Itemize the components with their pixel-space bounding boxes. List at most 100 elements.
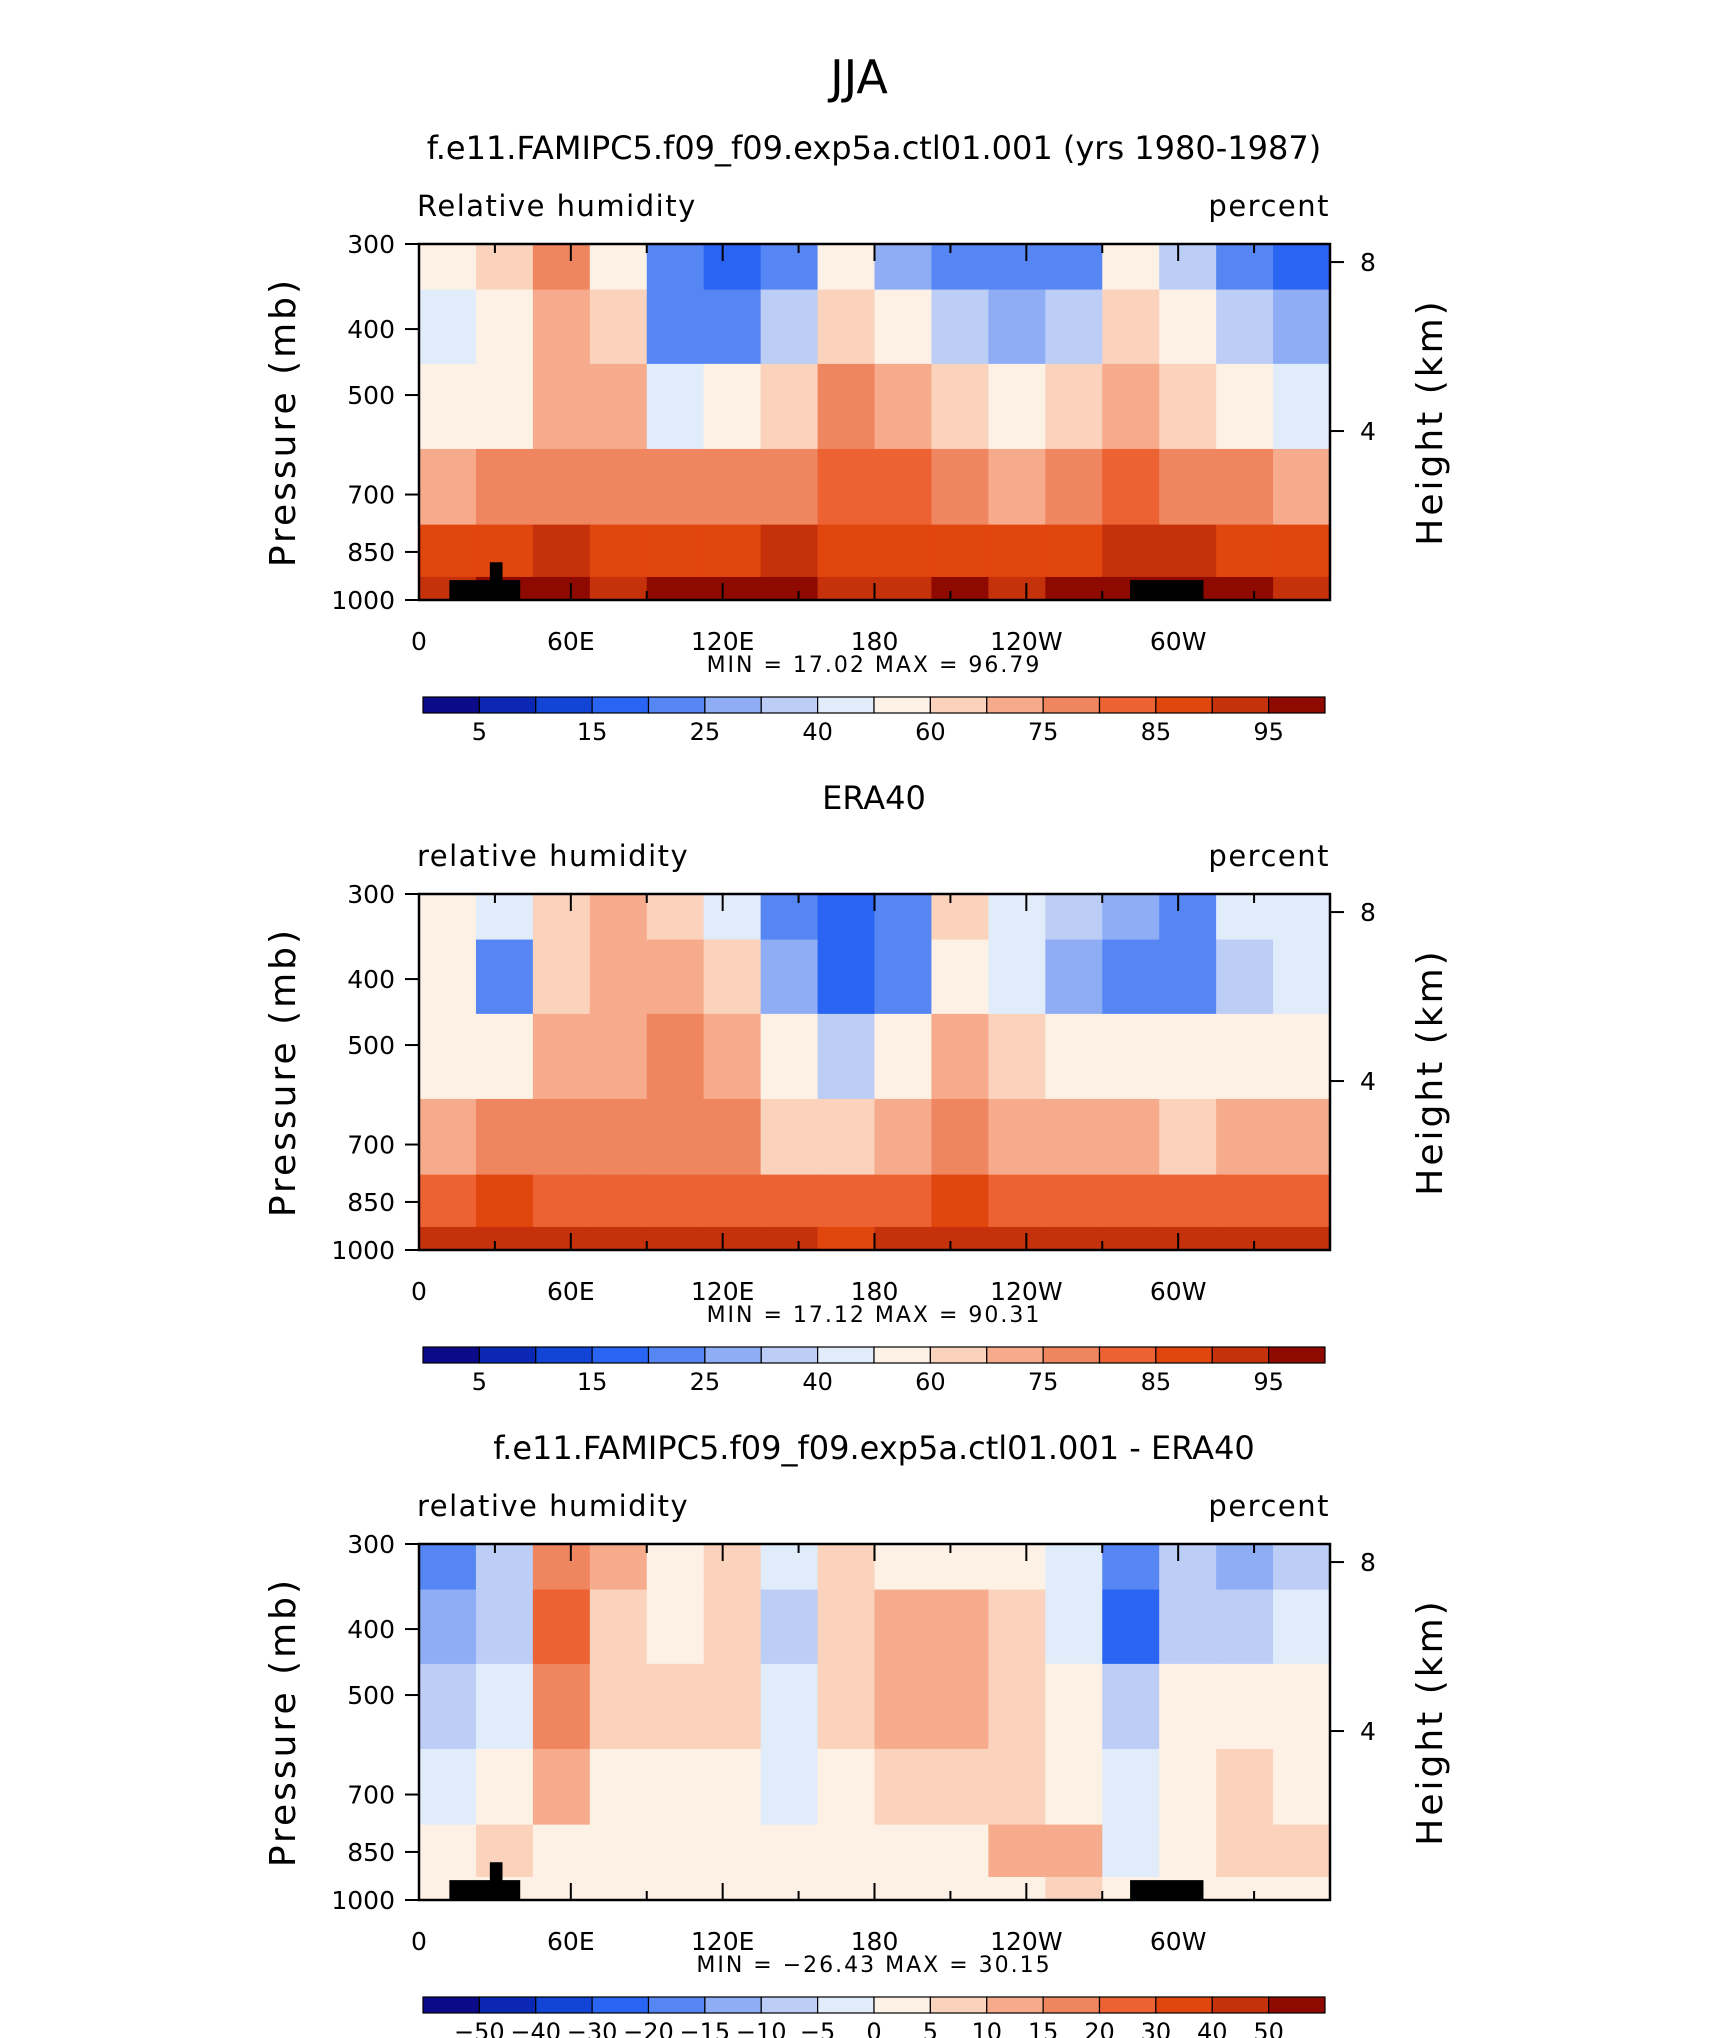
- colorbar-swatch: [817, 696, 875, 714]
- colorbar-swatch: [1042, 696, 1101, 714]
- heatmap-cell: [646, 1748, 705, 1826]
- heatmap-cell: [874, 1226, 933, 1251]
- heatmap-cell: [1045, 894, 1103, 941]
- heatmap-cell: [760, 1013, 819, 1100]
- heatmap-cell: [703, 1544, 762, 1591]
- heatmap-cell: [1216, 1589, 1274, 1665]
- x-tick-label: 0: [411, 627, 427, 656]
- heatmap-cell: [1216, 576, 1274, 601]
- heatmap-cell: [1045, 576, 1103, 601]
- colorbar-label: 25: [690, 1368, 721, 1396]
- y-tick-label: 1000: [331, 1236, 395, 1265]
- heatmap-cell: [1102, 448, 1160, 526]
- colorbar-label: 25: [690, 718, 721, 746]
- colorbar-swatch: [986, 696, 1044, 714]
- colorbar-swatch: [1268, 696, 1326, 714]
- heatmap-cell: [1159, 1013, 1217, 1100]
- colorbar-swatch: [478, 696, 537, 714]
- heatmap-cell: [988, 1013, 1046, 1100]
- heatmap-cell: [1045, 1544, 1103, 1591]
- heatmap-cell: [874, 1663, 933, 1750]
- colorbar-swatch: [535, 1996, 593, 2014]
- heatmap-cell: [646, 894, 705, 941]
- colorbar-swatch: [760, 1996, 819, 2014]
- colorbar-label: −20: [623, 2018, 674, 2038]
- x-tick-label: 60E: [547, 627, 595, 656]
- heatmap-cell: [1216, 244, 1274, 291]
- topography-mask: [1130, 1880, 1204, 1900]
- heatmap-cell: [760, 1824, 819, 1878]
- heatmap-cell: [1273, 1226, 1331, 1251]
- heatmap-cell: [589, 363, 648, 450]
- heatmap-cell: [419, 1013, 477, 1100]
- heatmap-cell: [532, 1663, 591, 1750]
- heatmap-cell: [419, 1824, 477, 1878]
- heatmap-cell: [532, 1824, 591, 1878]
- heatmap-cell: [1045, 363, 1103, 450]
- heatmap-cell: [1273, 1544, 1331, 1591]
- colorbar-swatch: [535, 1346, 593, 1364]
- colorbar-label: −15: [680, 2018, 731, 2038]
- heatmap-cell: [760, 448, 819, 526]
- heatmap-cell: [1045, 289, 1103, 365]
- heatmap-cell: [419, 1589, 477, 1665]
- heatmap-cell: [703, 289, 762, 365]
- y-tick-label: 300: [347, 230, 395, 259]
- heatmap-cell: [703, 1824, 762, 1878]
- x-tick-label: 0: [411, 1277, 427, 1306]
- colorbar-swatch: [1268, 1996, 1326, 2014]
- heatmap-cell: [419, 939, 477, 1015]
- heatmap-cell: [419, 244, 477, 291]
- heatmap: [419, 894, 1331, 1251]
- heatmap-cell: [532, 1174, 591, 1228]
- colorbar-label: 75: [1028, 1368, 1059, 1396]
- colorbar-swatch: [704, 696, 762, 714]
- heatmap-cell: [1273, 894, 1331, 941]
- panel-3: f.e11.FAMIPC5.f09_f09.exp5a.ctl01.001 - …: [263, 1429, 1451, 2038]
- heatmap-cell: [703, 363, 762, 450]
- colorbar-swatch: [873, 1996, 931, 2014]
- heatmap-cell: [703, 1589, 762, 1665]
- heatmap-cell: [1159, 363, 1217, 450]
- heatmap-cell: [1273, 1748, 1331, 1826]
- heatmap-cell: [419, 1544, 477, 1591]
- heatmap-cell: [1273, 1174, 1331, 1228]
- heatmap-cell: [532, 363, 591, 450]
- heatmap: [419, 1544, 1331, 1901]
- heatmap-cell: [931, 1824, 989, 1878]
- colorbar-swatch: [478, 1346, 537, 1364]
- heatmap-cell: [1216, 939, 1274, 1015]
- colorbar-label: −40: [510, 2018, 561, 2038]
- y-tick-label: 1000: [331, 1886, 395, 1915]
- heatmap-cell: [760, 894, 819, 941]
- heatmap-cell: [475, 1824, 534, 1878]
- heatmap-cell: [817, 1098, 876, 1176]
- heatmap-cell: [1102, 524, 1160, 578]
- heatmap-cell: [760, 1226, 819, 1251]
- heatmap-cell: [589, 1824, 648, 1878]
- heatmap-cell: [1216, 1226, 1274, 1251]
- heatmap-cell: [760, 1748, 819, 1826]
- y-tick-label: 500: [347, 1031, 395, 1060]
- heatmap-cell: [1045, 939, 1103, 1015]
- heatmap-cell: [1216, 1098, 1274, 1176]
- field-label: Relative humidity: [417, 189, 697, 223]
- heatmap-cell: [1273, 244, 1331, 291]
- panel-title: f.e11.FAMIPC5.f09_f09.exp5a.ctl01.001 (y…: [427, 129, 1321, 167]
- colorbar-swatch: [873, 1346, 931, 1364]
- y-tick-label: 400: [347, 1615, 395, 1644]
- heatmap-cell: [419, 1098, 477, 1176]
- x-tick-label: 60E: [547, 1277, 595, 1306]
- heatmap-cell: [532, 1876, 591, 1901]
- colorbar-label: 15: [577, 1368, 608, 1396]
- heatmap-cell: [760, 363, 819, 450]
- heatmap-cell: [1159, 524, 1217, 578]
- heatmap-cell: [988, 244, 1046, 291]
- colorbar-label: 60: [915, 718, 946, 746]
- y-right-tick-label: 8: [1360, 248, 1376, 277]
- heatmap-cell: [475, 448, 534, 526]
- heatmap-cell: [988, 1824, 1046, 1878]
- heatmap-cell: [817, 524, 876, 578]
- colorbar-swatch: [760, 696, 819, 714]
- heatmap-cell: [646, 1589, 705, 1665]
